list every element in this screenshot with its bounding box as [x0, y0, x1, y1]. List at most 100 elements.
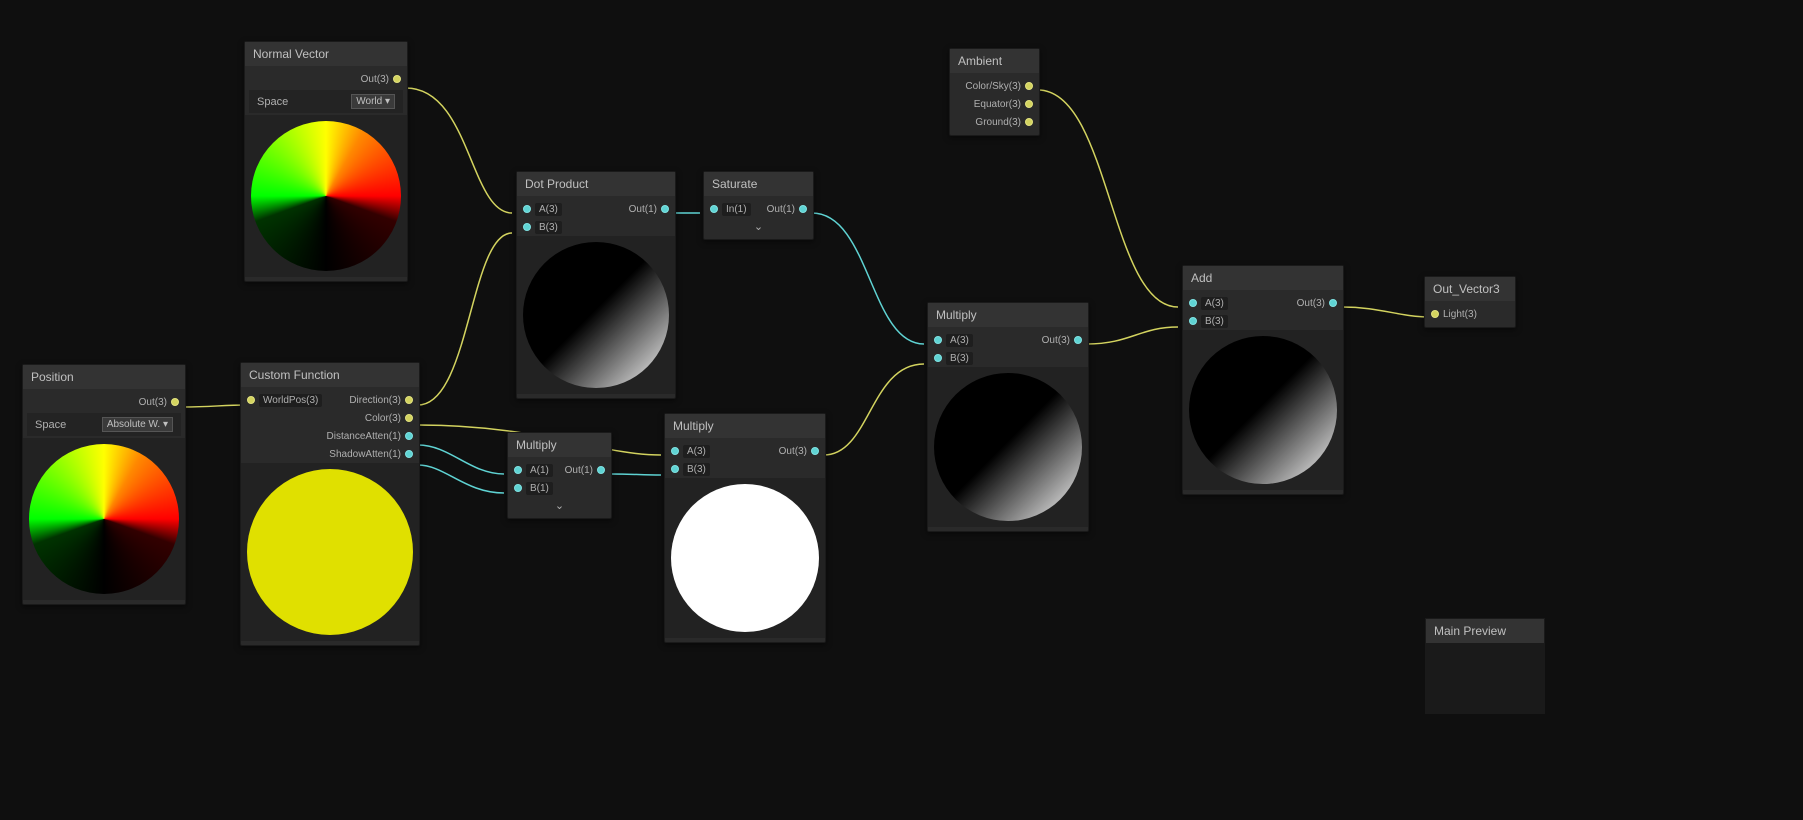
node-body: Out(3) Space World ▾ — [245, 66, 407, 281]
port-label: Direction(3) — [349, 395, 401, 406]
port-label: WorldPos(3) — [259, 394, 322, 407]
edge[interactable] — [1038, 90, 1178, 307]
param-label: Space — [257, 96, 288, 108]
edge[interactable] — [812, 213, 924, 344]
node-body: Out(3)SpaceAbsolute W. ▾ — [23, 389, 185, 604]
node-title[interactable]: Saturate — [704, 172, 813, 196]
port-label: Out(1) — [767, 204, 795, 215]
port-dot[interactable] — [405, 396, 413, 404]
node-custom_function[interactable]: Custom Function WorldPos(3) Direction(3) Co… — [240, 362, 420, 646]
node-multiply1[interactable]: MultiplyA(1)Out(1)B(1)⌄ — [507, 432, 612, 519]
param-dropdown[interactable]: Absolute W. ▾ — [102, 417, 173, 432]
port-dot[interactable] — [405, 414, 413, 422]
port-dot[interactable] — [671, 465, 679, 473]
node-out_vector3[interactable]: Out_Vector3 Light(3) — [1424, 276, 1516, 328]
node-preview — [241, 463, 419, 641]
port-label: Out(1) — [629, 204, 657, 215]
port-dot[interactable] — [1329, 299, 1337, 307]
param-row: Space World ▾ — [249, 90, 403, 113]
port-label: B(3) — [535, 221, 562, 234]
port-label: Light(3) — [1443, 309, 1477, 320]
edge[interactable] — [1342, 307, 1430, 317]
node-ambient[interactable]: AmbientColor/Sky(3)Equator(3)Ground(3) — [949, 48, 1040, 136]
port-dot[interactable] — [523, 223, 531, 231]
port-label: A(3) — [535, 203, 562, 216]
port-dot[interactable] — [405, 432, 413, 440]
node-add[interactable]: AddA(3)Out(3)B(3) — [1182, 265, 1344, 495]
port-label: A(3) — [1201, 297, 1228, 310]
node-multiply2[interactable]: MultiplyA(3)Out(3)B(3) — [664, 413, 826, 643]
port-dot[interactable] — [1189, 317, 1197, 325]
chevron-down-icon[interactable]: ⌄ — [704, 218, 813, 235]
preview-sphere — [29, 444, 179, 594]
port-dot[interactable] — [1189, 299, 1197, 307]
param-label: Space — [35, 419, 66, 431]
port-dot[interactable] — [661, 205, 669, 213]
port-dot[interactable] — [405, 450, 413, 458]
preview-sphere — [523, 242, 669, 388]
port-dot[interactable] — [597, 466, 605, 474]
node-body: A(1)Out(1)B(1)⌄ — [508, 457, 611, 518]
port-dot[interactable] — [171, 398, 179, 406]
node-body: A(3) Out(1) B(3) — [517, 196, 675, 398]
node-title[interactable]: Out_Vector3 — [1425, 277, 1515, 301]
node-title[interactable]: Dot Product — [517, 172, 675, 196]
node-body: A(3)Out(3)B(3) — [928, 327, 1088, 531]
edge[interactable] — [610, 474, 661, 475]
port-dot[interactable] — [1074, 336, 1082, 344]
node-preview — [1183, 330, 1343, 490]
port-label: B(1) — [526, 482, 553, 495]
main-preview-panel[interactable]: Main Preview — [1425, 618, 1545, 714]
node-body: In(1) Out(1) ⌄ — [704, 196, 813, 239]
port-dot[interactable] — [1431, 310, 1439, 318]
port-label: Out(3) — [361, 74, 389, 85]
node-title[interactable]: Custom Function — [241, 363, 419, 387]
edge[interactable] — [418, 465, 504, 493]
port-dot[interactable] — [671, 447, 679, 455]
node-dot_product[interactable]: Dot Product A(3) Out(1) B(3) — [516, 171, 676, 399]
node-preview — [23, 438, 185, 600]
edge[interactable] — [824, 364, 924, 455]
port-dot[interactable] — [934, 354, 942, 362]
node-title[interactable]: Add — [1183, 266, 1343, 290]
port-dot[interactable] — [1025, 82, 1033, 90]
node-saturate[interactable]: Saturate In(1) Out(1) ⌄ — [703, 171, 814, 240]
port-dot[interactable] — [523, 205, 531, 213]
edge[interactable] — [418, 445, 504, 474]
port-dot[interactable] — [514, 466, 522, 474]
port-label: Color(3) — [365, 413, 401, 424]
node-title[interactable]: Normal Vector — [245, 42, 407, 66]
edge[interactable] — [184, 405, 246, 407]
port-label: A(3) — [946, 334, 973, 347]
port-dot[interactable] — [1025, 100, 1033, 108]
port-label: A(1) — [526, 464, 553, 477]
preview-sphere — [251, 121, 401, 271]
port-label: In(1) — [722, 203, 751, 216]
port-dot[interactable] — [1025, 118, 1033, 126]
node-position[interactable]: PositionOut(3)SpaceAbsolute W. ▾ — [22, 364, 186, 605]
node-title[interactable]: Multiply — [508, 433, 611, 457]
port-dot[interactable] — [393, 75, 401, 83]
chevron-down-icon[interactable]: ⌄ — [508, 497, 611, 514]
node-preview — [928, 367, 1088, 527]
node-body: Color/Sky(3)Equator(3)Ground(3) — [950, 73, 1039, 135]
node-multiply3[interactable]: MultiplyA(3)Out(3)B(3) — [927, 302, 1089, 532]
edge[interactable] — [418, 233, 512, 405]
node-title[interactable]: Multiply — [928, 303, 1088, 327]
node-title[interactable]: Ambient — [950, 49, 1039, 73]
preview-sphere — [1189, 336, 1337, 484]
port-dot[interactable] — [710, 205, 718, 213]
node-title[interactable]: Multiply — [665, 414, 825, 438]
node-title[interactable]: Position — [23, 365, 185, 389]
port-dot[interactable] — [934, 336, 942, 344]
port-dot[interactable] — [514, 484, 522, 492]
edge[interactable] — [1087, 327, 1178, 344]
main-preview-title: Main Preview — [1426, 619, 1544, 643]
port-dot[interactable] — [799, 205, 807, 213]
edge[interactable] — [406, 88, 512, 213]
param-dropdown[interactable]: World ▾ — [351, 94, 395, 109]
port-dot[interactable] — [247, 396, 255, 404]
node-normal_vector[interactable]: Normal Vector Out(3) Space World ▾ — [244, 41, 408, 282]
port-label: B(3) — [683, 463, 710, 476]
port-dot[interactable] — [811, 447, 819, 455]
